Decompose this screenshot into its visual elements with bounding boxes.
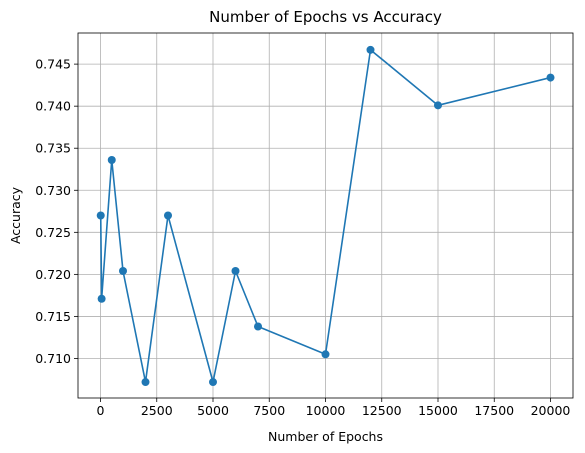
y-tick-label: 0.730 <box>35 183 71 198</box>
x-tick-label: 5000 <box>197 403 229 418</box>
data-point <box>321 350 330 359</box>
y-tick-label: 0.725 <box>35 225 71 240</box>
x-tick-label: 7500 <box>253 403 285 418</box>
chart-title: Number of Epochs vs Accuracy <box>209 8 442 26</box>
y-tick-label: 0.710 <box>35 351 71 366</box>
x-tick-label: 2500 <box>141 403 173 418</box>
y-tick-label: 0.745 <box>35 57 71 72</box>
x-tick-label: 10000 <box>306 403 346 418</box>
y-tick-label: 0.735 <box>35 141 71 156</box>
x-axis-ticks: 0 2500 5000 7500 10000 12500 15000 17500 20000 <box>97 398 571 418</box>
data-point <box>546 73 555 82</box>
y-tick-label: 0.740 <box>35 99 71 114</box>
x-tick-label: 20000 <box>531 403 571 418</box>
data-point <box>164 211 172 220</box>
series <box>96 45 555 387</box>
data-point <box>231 267 240 276</box>
data-point <box>254 322 262 331</box>
data-point <box>96 211 105 220</box>
data-point <box>97 294 106 303</box>
data-point <box>141 378 150 387</box>
data-point <box>366 45 375 54</box>
y-tick-label: 0.715 <box>35 309 71 324</box>
data-point <box>119 267 127 276</box>
y-axis-ticks: 0.710 0.715 0.720 0.725 0.730 0.735 0.740 0.745 <box>35 57 78 366</box>
x-tick-label: 15000 <box>418 403 458 418</box>
y-axis-label: Accuracy <box>8 186 23 244</box>
data-point <box>209 378 217 387</box>
x-tick-label: 12500 <box>362 403 402 418</box>
y-tick-label: 0.720 <box>35 267 71 282</box>
grid <box>78 33 573 398</box>
data-point <box>434 101 442 110</box>
data-point <box>107 155 116 164</box>
x-tick-label: 0 <box>97 403 105 418</box>
x-axis-label: Number of Epochs <box>268 429 383 444</box>
x-tick-label: 17500 <box>474 403 514 418</box>
plot-frame <box>77 32 574 399</box>
